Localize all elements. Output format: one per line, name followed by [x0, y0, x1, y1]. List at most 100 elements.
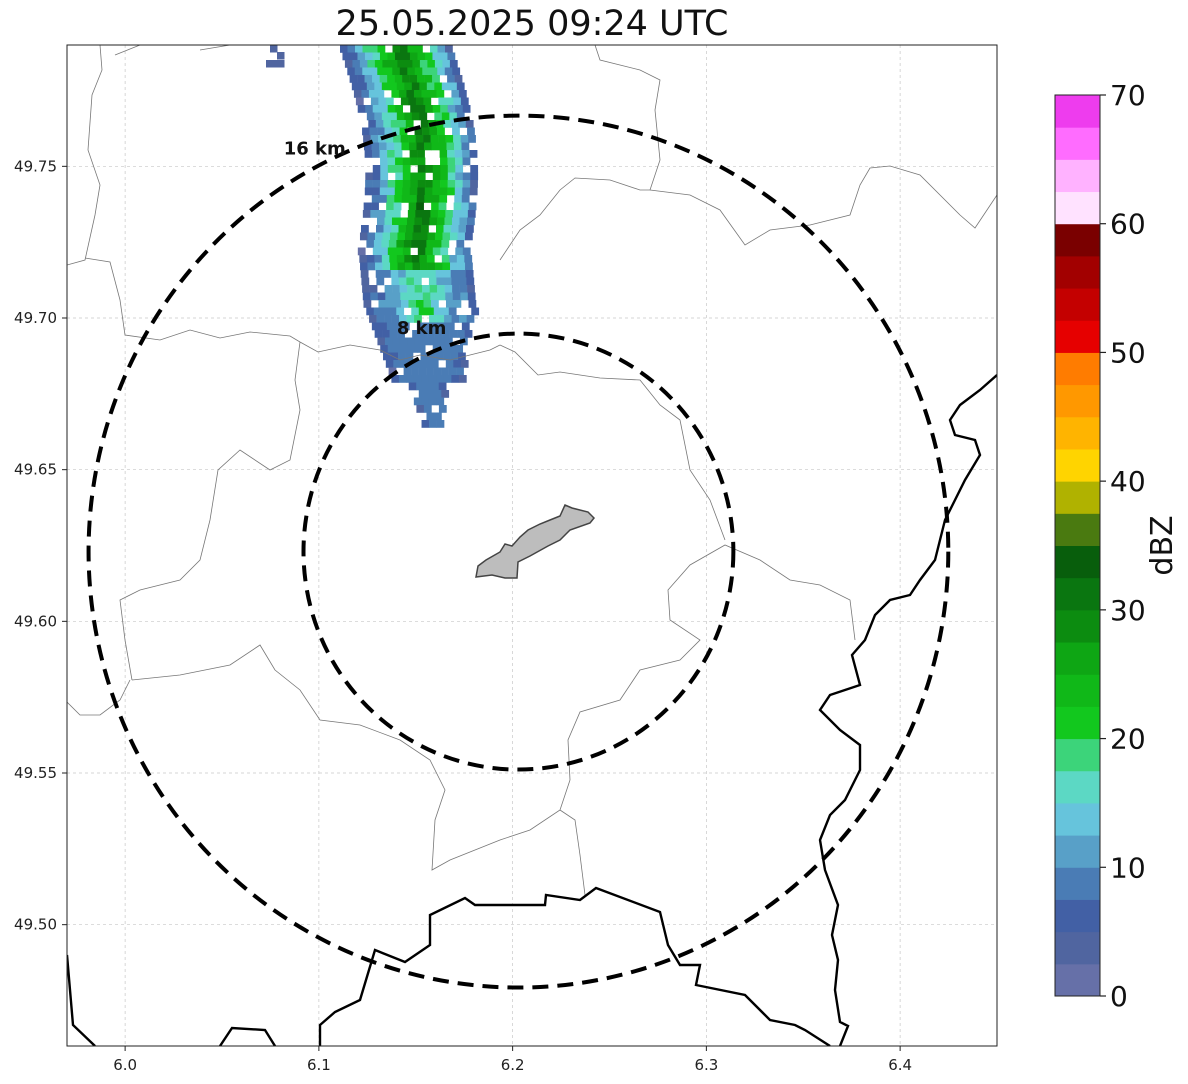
reflectivity-pixel: [430, 210, 439, 218]
reflectivity-pixel: [421, 375, 430, 383]
reflectivity-pixel: [355, 97, 364, 106]
reflectivity-pixel: [462, 157, 471, 166]
reflectivity-pixel: [357, 105, 366, 113]
reflectivity-pixel: [418, 390, 427, 398]
reflectivity-pixel: [432, 52, 441, 61]
reflectivity-pixel: [420, 120, 429, 128]
reflectivity-pixel: [434, 60, 443, 68]
colorbar-tick-label: 60: [1110, 208, 1146, 241]
reflectivity-pixel: [468, 135, 476, 143]
reflectivity-pixel: [403, 240, 412, 248]
reflectivity-pixel: [440, 172, 449, 181]
reflectivity-pixel: [422, 127, 430, 136]
reflectivity-pixel: [395, 157, 403, 166]
reflectivity-pixel: [429, 337, 438, 346]
colorbar-bin: [1055, 674, 1100, 707]
reflectivity-pixel: [453, 142, 462, 151]
reflectivity-pixel: [407, 337, 416, 346]
reflectivity-pixel: [452, 67, 461, 76]
reflectivity-pixel: [412, 232, 421, 241]
reflectivity-pixel: [417, 75, 425, 83]
reflectivity-pixel: [465, 120, 474, 128]
reflectivity-pixel: [428, 277, 437, 286]
reflectivity-pixel: [419, 112, 428, 121]
reflectivity-pixel: [391, 225, 399, 233]
colorbar-bin: [1055, 255, 1100, 289]
reflectivity-pixel: [461, 195, 470, 203]
colorbar-bin: [1055, 867, 1100, 900]
reflectivity-pixel: [394, 52, 403, 61]
reflectivity-pixel: [384, 315, 392, 323]
x-tick-label: 6.0: [113, 1056, 137, 1074]
reflectivity-pixel: [447, 75, 455, 83]
reflectivity-pixel: [367, 232, 376, 241]
reflectivity-pixel: [415, 45, 423, 53]
reflectivity-pixel: [423, 300, 432, 308]
reflectivity-pixel: [458, 225, 467, 233]
x-tick-label: 6.3: [694, 1056, 718, 1074]
colorbar-title: dBZ: [1145, 515, 1180, 575]
reflectivity-pixel: [425, 180, 433, 188]
admin-boundary-west: [119, 341, 301, 681]
reflectivity-pixel: [459, 217, 468, 226]
reflectivity-pixel: [413, 397, 422, 406]
reflectivity-pixel: [417, 345, 426, 353]
reflectivity-pixel: [436, 217, 445, 226]
reflectivity-pixel: [393, 202, 402, 211]
reflectivity-pixel: [402, 345, 411, 353]
admin-boundary-nw: [84, 257, 301, 343]
reflectivity-pixel: [419, 60, 428, 68]
reflectivity-pixel: [402, 52, 411, 61]
reflectivity-pixel: [438, 405, 447, 413]
reflectivity-pixel: [387, 150, 395, 158]
reflectivity-pixel: [434, 82, 443, 91]
reflectivity-pixel: [425, 165, 434, 173]
reflectivity-pixel: [363, 202, 372, 211]
reflectivity-pixel: [398, 90, 407, 98]
reflectivity-pixel: [351, 82, 360, 91]
reflectivity-pixel: [417, 157, 426, 166]
reflectivity-pixel: [454, 150, 463, 158]
reflectivity-pixel: [426, 255, 435, 263]
reflectivity-pixel: [371, 322, 380, 331]
reflectivity-pixel: [381, 240, 390, 248]
reflectivity-pixel: [387, 105, 396, 113]
reflectivity-pixel: [429, 285, 438, 293]
reflectivity-pixel: [277, 52, 285, 60]
reflectivity-pixel: [398, 277, 407, 286]
reflectivity-pixel: [456, 240, 465, 248]
reflectivity-pixel: [445, 210, 454, 218]
colorbar-frame: [1054, 94, 1101, 997]
reflectivity-pixel: [446, 142, 455, 151]
reflectivity-pixel: [417, 187, 426, 196]
reflectivity-pixel: [446, 322, 455, 331]
reflectivity-pixel: [366, 255, 375, 263]
reflectivity-pixel: [411, 367, 419, 376]
reflectivity-pixel: [427, 60, 436, 68]
reflectivity-pixel: [389, 82, 398, 91]
reflectivity-pixel: [416, 382, 425, 391]
reflectivity-pixel: [458, 277, 467, 286]
reflectivity-pixel: [387, 157, 396, 166]
colorbar-tick-label: 20: [1110, 723, 1146, 756]
reflectivity-pixel: [432, 165, 441, 173]
reflectivity-pixel: [366, 240, 375, 248]
reflectivity-pixel: [426, 240, 435, 248]
admin-boundary-center-north: [499, 344, 726, 541]
reflectivity-pixel: [442, 60, 451, 68]
reflectivity-pixel: [445, 292, 454, 301]
reflectivity-pixel: [349, 52, 358, 61]
reflectivity-pixel: [426, 82, 435, 91]
reflectivity-pixel: [396, 307, 405, 316]
national-border-sw-inner: [219, 1026, 277, 1046]
reflectivity-pixel: [466, 315, 475, 323]
range-rings: 8 km 16 km: [86, 113, 951, 990]
reflectivity-pixel: [462, 172, 471, 181]
reflectivity-pixel: [439, 150, 448, 158]
reflectivity-pixel: [390, 120, 399, 128]
reflectivity-pixel: [376, 315, 385, 323]
reflectivity-pixel: [460, 97, 469, 106]
reflectivity-pixel: [452, 285, 460, 293]
reflectivity-pixel: [266, 60, 274, 68]
reflectivity-pixel: [422, 210, 431, 218]
